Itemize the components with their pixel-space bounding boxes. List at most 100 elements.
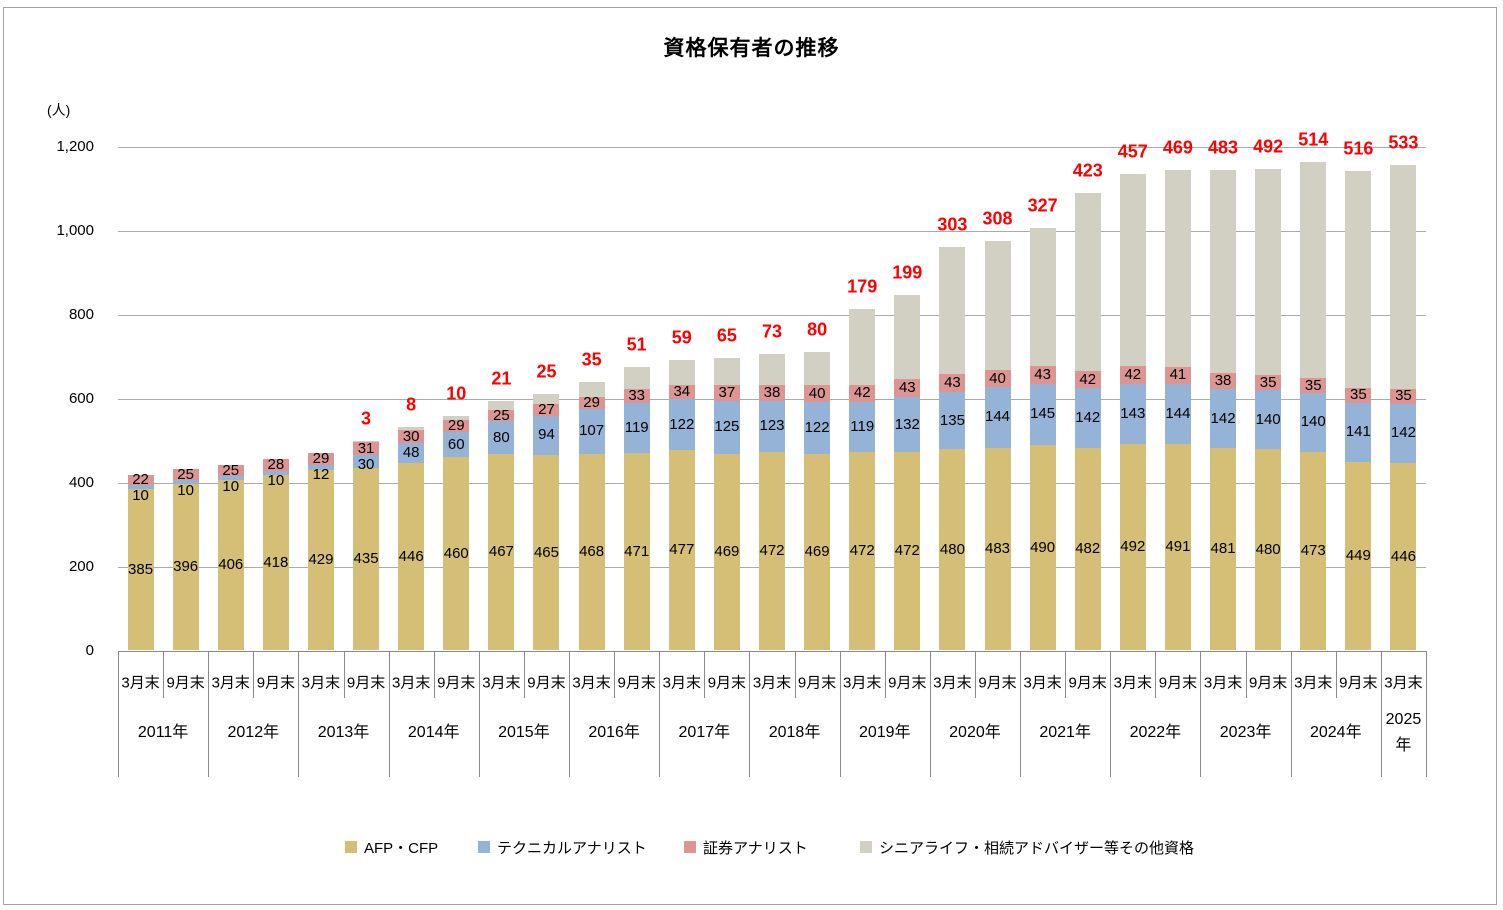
- bar-segment-2: [443, 419, 470, 433]
- bar-value-label: 31: [357, 439, 375, 457]
- bar-segment-0: [353, 467, 380, 651]
- chart-title: 資格保有者の推移: [663, 37, 840, 60]
- x-period-label: 3月末: [933, 674, 972, 692]
- bar-value-label: 135: [939, 411, 965, 429]
- bar-segment-2: [1390, 388, 1417, 404]
- bar-segment-1: [398, 443, 425, 464]
- x-axis-year-separator: [388, 650, 390, 777]
- bar-value-label: 142: [1210, 409, 1236, 427]
- bar-value-label: 42: [1079, 370, 1097, 388]
- bar-segment-3: [713, 358, 740, 386]
- other-qualifications-label: 35: [581, 349, 602, 370]
- bar-value-label: 472: [849, 542, 875, 560]
- bar-segment-3: [804, 351, 831, 386]
- bar-value-label: 472: [894, 542, 920, 560]
- bar-segment-1: [1255, 390, 1282, 449]
- other-qualifications-label: 199: [892, 262, 923, 283]
- x-year-label: 2021年: [1039, 724, 1091, 741]
- other-qualifications-label: 8: [406, 394, 417, 415]
- other-qualifications-label: 59: [671, 327, 692, 348]
- gridline: [118, 146, 1426, 148]
- bar-value-label: 406: [218, 556, 244, 574]
- bar-value-label: 490: [1030, 538, 1056, 556]
- bar-segment-3: [1345, 171, 1372, 388]
- bar-segment-0: [578, 453, 605, 651]
- gridline: [118, 230, 1426, 232]
- x-year-label: 2013年: [317, 724, 370, 741]
- bar-segment-1: [759, 400, 785, 453]
- x-year-label: 2016年: [588, 724, 640, 741]
- bar-value-label: 43: [944, 374, 961, 392]
- x-axis-year-separator: [659, 650, 661, 777]
- bar-segment-1: [578, 409, 605, 454]
- x-axis-period-tick: [343, 650, 345, 698]
- x-period-label: 3月末: [392, 674, 431, 692]
- bar-value-label: 38: [1214, 371, 1232, 389]
- bar-segment-3: [1029, 228, 1056, 366]
- bar-segment-2: [488, 410, 515, 421]
- bar-value-label: 29: [312, 450, 330, 468]
- bar-value-label: 30: [357, 455, 375, 473]
- x-axis-period-tick: [974, 650, 976, 698]
- bar-segment-1: [443, 432, 470, 458]
- bar-value-label: 465: [533, 543, 559, 561]
- bar-segment-3: [849, 309, 876, 385]
- legend-item-technical-analyst: テクニカルアナリスト: [478, 838, 647, 857]
- bar-value-label: 40: [989, 369, 1006, 387]
- x-axis-period-tick: [794, 650, 796, 698]
- x-year-label: 2024年: [1309, 724, 1362, 741]
- bar-segment-1: [1345, 402, 1372, 462]
- other-qualifications-label: 80: [807, 319, 828, 340]
- bar-value-label: 35: [1259, 373, 1277, 391]
- bar-segment-3: [759, 353, 785, 385]
- bar-value-label: 35: [1395, 387, 1412, 405]
- x-period-label: 3月末: [1113, 674, 1152, 692]
- bar-segment-0: [172, 484, 199, 651]
- bar-segment-1: [127, 484, 154, 489]
- gridline: [118, 314, 1426, 316]
- bar-segment-2: [984, 370, 1011, 388]
- bar-segment-1: [668, 398, 695, 451]
- y-tick-label: 1,000: [56, 221, 94, 239]
- bar-value-label: 418: [263, 553, 289, 571]
- bar-segment-1: [984, 387, 1011, 448]
- bar-segment-3: [668, 359, 695, 385]
- bar-value-label: 35: [1350, 386, 1367, 404]
- x-axis-period-tick: [1065, 650, 1067, 698]
- bar-value-label: 480: [1255, 540, 1281, 558]
- bar-segment-2: [353, 442, 380, 456]
- bar-segment-1: [1390, 403, 1417, 464]
- bar-segment-0: [1300, 451, 1327, 651]
- bar-segment-1: [623, 402, 650, 453]
- y-tick-label: 400: [68, 473, 94, 491]
- bar-segment-0: [759, 452, 785, 651]
- x-year-label: 2014年: [407, 724, 460, 741]
- bar-value-label: 472: [759, 542, 785, 560]
- bar-value-label: 473: [1300, 542, 1326, 560]
- bar-segment-2: [1255, 375, 1282, 391]
- bar-value-label: 30: [402, 427, 420, 445]
- bar-value-label: 396: [173, 558, 199, 576]
- bar-value-label: 483: [985, 540, 1011, 558]
- bar-segment-3: [443, 415, 470, 420]
- bar-value-label: 141: [1345, 423, 1371, 441]
- bar-segment-0: [804, 453, 831, 651]
- bar-segment-0: [307, 470, 334, 651]
- x-period-label: 9月末: [437, 674, 476, 692]
- bar-value-label: 140: [1300, 413, 1326, 431]
- legend-swatch-afp-cfp: [345, 841, 357, 853]
- x-period-label: 3月末: [121, 674, 160, 692]
- bar-segment-0: [894, 452, 921, 651]
- y-axis-unit-label: (人): [47, 102, 71, 118]
- bar-value-label: 446: [398, 547, 424, 565]
- bar-segment-2: [894, 378, 921, 397]
- x-year-label: 2015年: [498, 724, 550, 741]
- bar-value-label: 60: [447, 435, 465, 453]
- bar-value-label: 43: [898, 378, 916, 396]
- x-period-label: 9月末: [797, 674, 837, 692]
- legend-item-securities-analyst: 証券アナリスト: [684, 838, 808, 857]
- bar-value-label: 119: [850, 418, 875, 436]
- x-period-label: 9月末: [256, 674, 296, 692]
- x-axis-period-tick: [433, 650, 435, 698]
- other-qualifications-label: 25: [536, 361, 557, 382]
